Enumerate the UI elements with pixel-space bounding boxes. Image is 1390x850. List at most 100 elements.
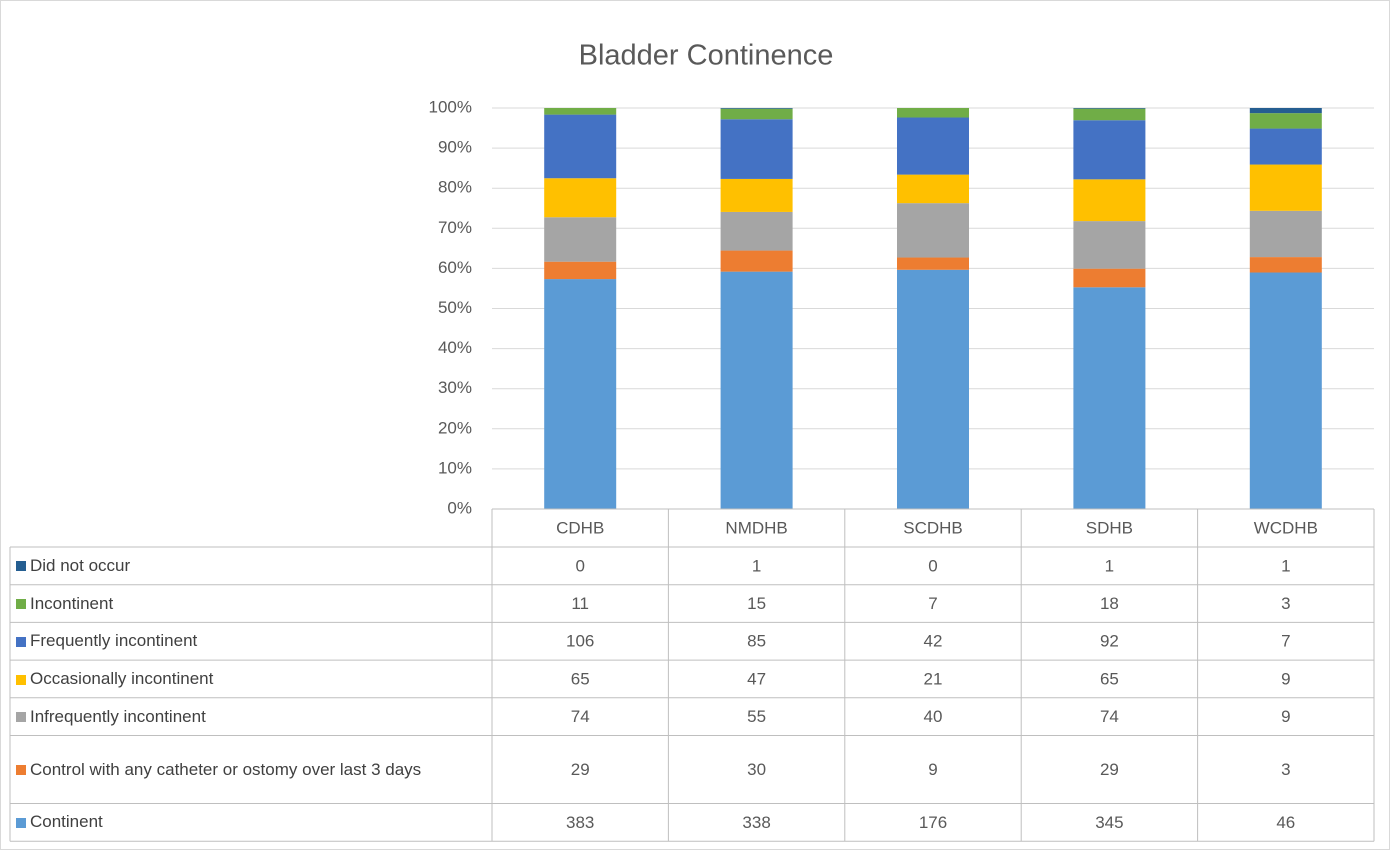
table-value: 65 — [1100, 669, 1119, 688]
legend-entry: Infrequently incontinent — [16, 698, 488, 736]
y-tick-label: 80% — [438, 178, 472, 197]
legend-swatch — [16, 712, 26, 723]
bar-segment — [720, 250, 793, 272]
legend-label: Frequently incontinent — [30, 631, 198, 651]
table-value: 7 — [928, 594, 937, 613]
bar-segment — [1249, 272, 1322, 509]
table-value: 0 — [928, 556, 937, 575]
table-value: 1 — [752, 556, 761, 575]
y-tick-label: 90% — [438, 138, 472, 157]
bar-segment — [1249, 108, 1322, 114]
y-tick-label: 100% — [429, 97, 472, 116]
table-value: 1 — [1281, 556, 1290, 575]
legend-cell: Did not occur — [16, 547, 488, 585]
bar-segment — [1073, 221, 1146, 269]
bar-segment — [1249, 210, 1322, 258]
legend-cell: Occasionally incontinent — [16, 660, 488, 698]
legend-entry: Control with any catheter or ostomy over… — [16, 736, 488, 804]
y-tick-label: 40% — [438, 338, 472, 357]
table-value: 85 — [747, 632, 766, 651]
table-value: 3 — [1281, 760, 1290, 779]
table-value: 30 — [747, 760, 766, 779]
bar-segment — [720, 108, 793, 120]
bar-segment — [1073, 179, 1146, 222]
bar-segment — [1073, 268, 1146, 288]
legend-entry: Did not occur — [16, 547, 488, 585]
bar-segment — [1073, 287, 1146, 509]
x-tick-label: SDHB — [1086, 518, 1133, 537]
table-value: 11 — [571, 594, 589, 613]
table-value: 106 — [566, 632, 594, 651]
bar-segment — [720, 211, 793, 251]
legend-label: Occasionally incontinent — [30, 669, 214, 689]
table-value: 92 — [1100, 632, 1119, 651]
y-tick-label: 70% — [438, 218, 472, 237]
legend-cell: Infrequently incontinent — [16, 698, 488, 736]
y-tick-label: 10% — [438, 458, 472, 477]
table-value: 46 — [1276, 813, 1295, 832]
x-tick-label: SCDHB — [903, 518, 963, 537]
bar-segment — [1073, 108, 1146, 109]
bar-segment — [720, 271, 793, 509]
legend-label: Infrequently incontinent — [30, 706, 206, 726]
table-value: 55 — [747, 707, 766, 726]
bar-segment — [720, 108, 793, 109]
y-tick-label: 60% — [438, 258, 472, 277]
table-value: 29 — [1100, 760, 1119, 779]
table-value: 74 — [571, 707, 590, 726]
legend-cell: Continent — [16, 804, 488, 842]
table-value: 29 — [571, 760, 590, 779]
bar-segment — [544, 108, 617, 115]
legend-cell: Frequently incontinent — [16, 622, 488, 660]
bar-segment — [897, 269, 969, 509]
chart-title: Bladder Continence — [579, 40, 834, 72]
x-tick-label: NMDHB — [725, 518, 787, 537]
table-value: 21 — [924, 669, 943, 688]
legend-label: Continent — [30, 812, 103, 832]
bar-segment — [544, 114, 617, 179]
table-value: 40 — [924, 707, 943, 726]
legend-cell: Control with any catheter or ostomy over… — [16, 736, 488, 804]
legend-entry: Continent — [16, 804, 488, 842]
bar-segment — [544, 178, 617, 218]
legend-cell: Incontinent — [16, 585, 488, 623]
legend-swatch — [16, 674, 26, 685]
table-value: 7 — [1281, 632, 1290, 651]
legend-label: Control with any catheter or ostomy over… — [30, 759, 422, 779]
bar-segment — [1073, 108, 1146, 121]
table-value: 176 — [919, 813, 947, 832]
legend-swatch — [16, 765, 26, 776]
bar-segment — [1249, 128, 1322, 165]
table-value: 65 — [571, 669, 590, 688]
bar-segment — [897, 257, 969, 270]
y-tick-label: 0% — [447, 498, 472, 517]
table-value: 15 — [747, 594, 766, 613]
legend-entry: Incontinent — [16, 585, 488, 623]
bar-segment — [720, 119, 793, 179]
bar-segment — [897, 108, 969, 118]
legend-entry: Frequently incontinent — [16, 622, 488, 660]
bar-segment — [1073, 120, 1146, 180]
table-value: 9 — [1281, 669, 1290, 688]
y-tick-label: 50% — [438, 298, 472, 317]
table-value: 9 — [1281, 707, 1290, 726]
x-tick-label: CDHB — [556, 518, 604, 537]
table-value: 74 — [1100, 707, 1119, 726]
bar-segment — [897, 203, 969, 258]
table-value: 3 — [1281, 594, 1290, 613]
y-tick-label: 30% — [438, 378, 472, 397]
table-value: 338 — [742, 813, 770, 832]
bar-segment — [544, 217, 617, 262]
bar-segment — [897, 117, 969, 175]
bar-segment — [1249, 113, 1322, 129]
bar-segment — [1249, 257, 1322, 273]
table-value: 1 — [1105, 556, 1114, 575]
bar-segment — [720, 178, 793, 212]
table-value: 9 — [928, 760, 937, 779]
legend-swatch — [16, 636, 26, 647]
legend-swatch — [16, 599, 26, 610]
y-tick-label: 20% — [438, 418, 472, 437]
legend-entry: Occasionally incontinent — [16, 660, 488, 698]
bar-segment — [897, 174, 969, 204]
table-value: 42 — [924, 632, 943, 651]
